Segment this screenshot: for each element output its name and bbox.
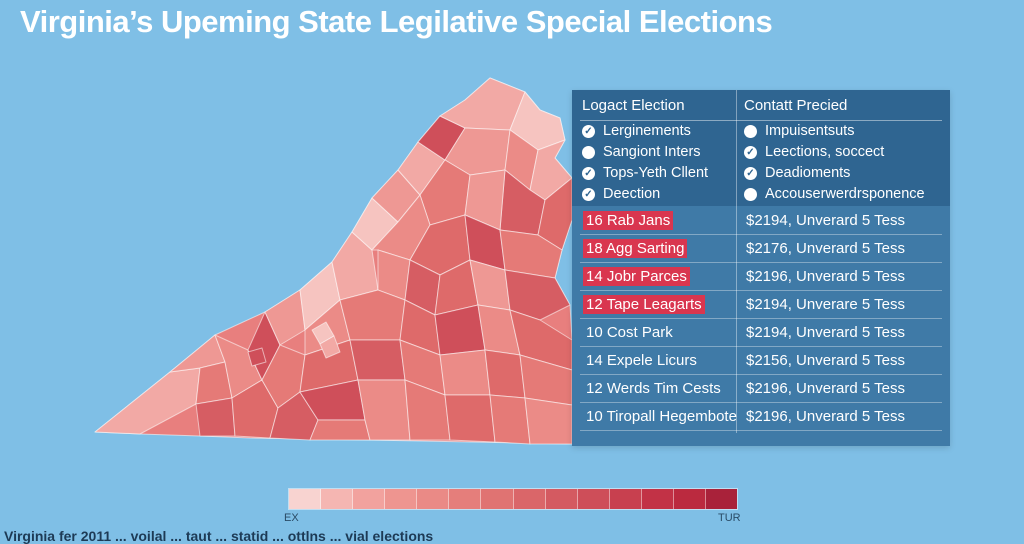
col-header-left: Logact Election [582,97,685,114]
status-item-label: Leections, soccect [765,144,885,160]
status-item: Sangiont Inters [582,144,701,160]
table-row[interactable]: 14 Jobr Parces $2196, Unverard 5 Tess [572,263,950,291]
district-detail: $2194, Unverard 5 Tess [746,212,905,229]
legend-swatch [673,489,707,509]
county-shape[interactable] [499,229,563,279]
legend-swatch [289,489,322,509]
district-detail: $2156, Unverard 5 Tess [746,352,905,369]
legend-swatch [641,489,674,509]
check-circle-icon: ✓ [582,124,595,138]
county-shape[interactable] [484,349,526,399]
district-detail: $2196, Unverard 5 Tess [746,408,905,425]
table-row[interactable]: 12 Tape Leagarts $2194, Unverare 5 Tess [572,291,950,319]
color-scale-legend [288,488,738,510]
check-circle-icon: ✓ [582,187,595,201]
county-shape[interactable] [319,335,341,359]
county-shape[interactable] [349,339,406,381]
status-item-label: Lerginements [603,123,691,139]
district-name: 14 Jobr Parces [583,267,690,286]
table-row[interactable]: 18 Agg Sarting $2176, Unverard 5 Tess [572,235,950,263]
status-item: ✓ Tops-Yeth Cllent [582,165,708,181]
legend-swatch [577,489,610,509]
county-shape[interactable] [537,177,573,251]
county-shape[interactable] [444,394,496,443]
col-header-right: Contatt Precied [744,97,848,114]
district-name: 18 Agg Sarting [583,239,688,258]
footer-caption: Virginia fer 2011 ... voilal ... taut ..… [4,528,434,544]
row-separator [580,430,942,431]
county-shape[interactable] [247,347,267,367]
legend-swatch [385,489,418,509]
legend-swatch [353,489,386,509]
row-separator [580,234,942,235]
row-separator [580,402,942,403]
check-circle-icon: ✓ [582,166,595,180]
legend-swatch [609,489,642,509]
status-item-label: Impuisentsuts [765,123,855,139]
legend-max-label: TUR [718,512,741,524]
county-shape[interactable] [309,419,371,441]
district-name: 10 Cost Park [586,324,673,341]
status-item: ✓ Leections, soccect [744,144,884,160]
table-row[interactable]: 16 Rab Jans $2194, Unverard 5 Tess [572,207,950,235]
dot-circle-icon [582,145,595,159]
district-name: 12 Tape Leagarts [583,295,705,314]
page-title: Virginia’s Upeming State Legilative Spec… [20,4,773,39]
dot-circle-icon [744,187,757,201]
status-item: ✓ Deadioments [744,165,850,181]
check-circle-icon: ✓ [744,145,757,159]
table-row[interactable]: 10 Tiropall Hegembote $2196, Unverard 5 T… [572,403,950,431]
county-shape[interactable] [339,289,406,341]
status-item: ✓ Deection [582,186,660,202]
legend-swatch [417,489,450,509]
county-shape[interactable] [489,394,531,445]
header-divider [580,120,942,121]
legend-swatch [449,489,482,509]
district-detail: $2196, Unverard 5 Tess [746,380,905,397]
legend-swatch [706,489,738,509]
county-shape[interactable] [504,269,571,321]
row-separator [580,374,942,375]
legend-min-label: EX [284,512,299,524]
table-row[interactable]: 14 Expele Licurs $2156, Unverard 5 Tess [572,347,950,375]
table-row[interactable]: 12 Werds Tim Cests $2196, Unverard 5 Tess [572,375,950,403]
row-separator [580,318,942,319]
dot-circle-icon [744,124,757,138]
county-shape[interactable] [195,397,236,437]
table-row[interactable]: 10 Cost Park $2194, Unverard 5 Tess [572,319,950,347]
status-item: Accouserwerdrsponence [744,186,925,202]
column-divider [736,90,737,433]
panel-header [572,90,950,206]
district-detail: $2194, Unverare 5 Tess [746,296,905,313]
county-shape[interactable] [524,397,573,445]
county-shape[interactable] [439,349,491,396]
legend-swatch [513,489,546,509]
district-detail: $2176, Unverard 5 Tess [746,240,905,257]
district-name: 16 Rab Jans [583,211,674,230]
row-separator [580,290,942,291]
district-detail: $2194, Unverard 5 Tess [746,324,905,341]
county-shape[interactable] [357,379,411,441]
status-item-label: Deection [603,186,661,202]
district-name: 12 Werds Tim Cests [586,380,721,397]
status-item-label: Tops-Yeth Cllent [603,165,709,181]
district-name: 14 Expele Licurs [586,352,697,369]
district-detail: $2196, Unverard 5 Tess [746,268,905,285]
row-separator [580,346,942,347]
legend-swatch [321,489,354,509]
check-circle-icon: ✓ [744,166,757,180]
status-item-label: Deadioments [765,165,851,181]
legend-swatch [481,489,514,509]
election-table-panel: Logact Election Contatt Precied ✓ Lergine… [572,90,950,446]
county-shape[interactable] [331,231,379,301]
row-separator [580,262,942,263]
status-item-label: Accouserwerdrsponence [765,186,925,202]
status-item-label: Sangiont Inters [603,144,701,160]
status-item: ✓ Lerginements [582,123,691,139]
county-shape[interactable] [439,77,526,131]
status-item: Impuisentsuts [744,123,854,139]
legend-swatch [545,489,578,509]
district-name: 10 Tiropall Hegembote [586,408,737,425]
